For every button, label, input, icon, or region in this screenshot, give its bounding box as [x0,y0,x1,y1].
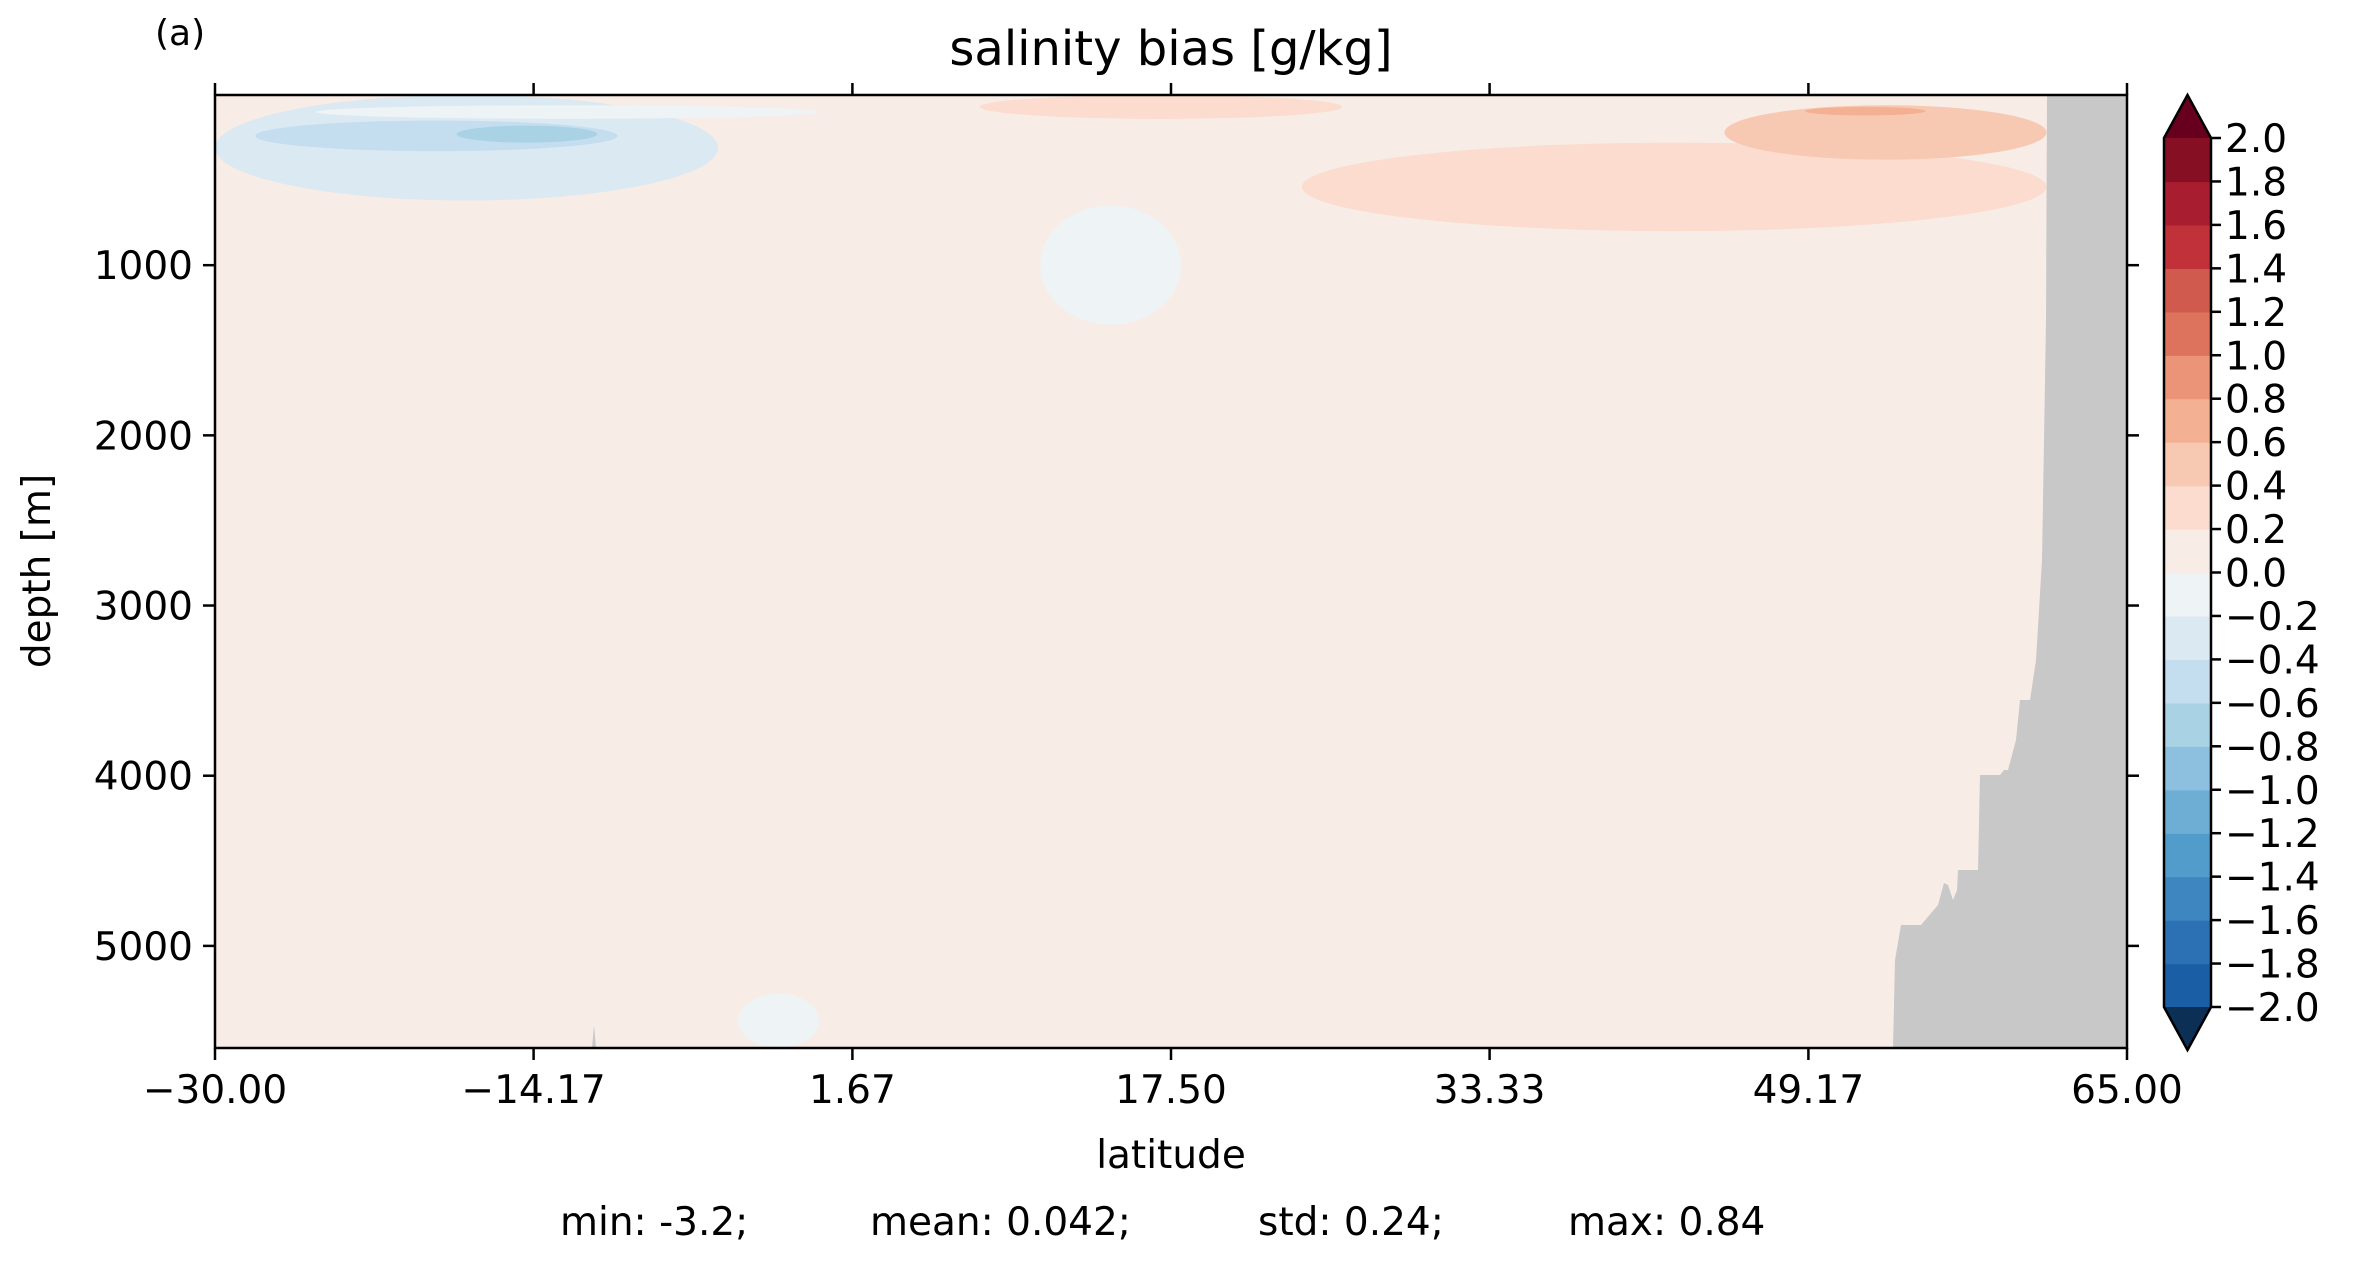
x-axis: −30.00 −14.17 1.67 17.50 33.33 49.17 65.00 [143,1048,2183,1113]
colorbar-swatch [2164,268,2211,313]
x-axis-label: latitude [1096,1133,1246,1178]
colorbar-tick-label: 1.6 [2225,204,2287,249]
colorbar-swatch [2164,615,2211,660]
colorbar-swatch [2164,398,2211,443]
x-axis-top-ticks [213,83,2129,95]
x-tick-label: 65.00 [2071,1068,2183,1113]
y-tick-label: 5000 [94,925,193,970]
land-mask [1893,95,2127,1048]
bias-region-6 [979,95,1343,119]
colorbar-swatch [2164,181,2211,226]
bias-contours [215,95,2047,1048]
bias-region-8 [1804,106,1926,116]
stat-std: std: 0.24; [1258,1200,1444,1245]
y-axis: 1000 2000 3000 4000 5000 [94,244,2139,970]
colorbar-swatch [2164,920,2211,965]
stat-min: min: -3.2; [560,1200,749,1245]
colorbar-tick-label: −0.8 [2225,725,2320,770]
y-tick-label: 1000 [94,244,193,289]
stat-max: max: 0.84 [1568,1200,1766,1245]
x-tick-label: 49.17 [1753,1068,1865,1113]
colorbar-tick-label: −1.0 [2225,769,2320,814]
y-tick-label: 4000 [94,755,193,800]
colorbar-swatch [2164,789,2211,834]
colorbar-tick-label: −0.2 [2225,595,2320,640]
bias-region-7 [1724,105,2047,160]
x-tick-label: 17.50 [1115,1068,1227,1113]
colorbar-swatch [2164,963,2211,1008]
colorbar-extend-max [2164,95,2211,138]
x-tick-label: 33.33 [1434,1068,1546,1113]
colorbar-tick-label: 0.6 [2225,421,2287,466]
bias-region-5 [1301,142,2047,232]
colorbar-tick-label: 1.0 [2225,334,2287,379]
colorbar-tick-label: 0.8 [2225,378,2287,423]
colorbar-tick-label: −0.4 [2225,638,2320,683]
colorbar-tick-label: −1.2 [2225,812,2320,857]
colorbar-swatch [2164,833,2211,878]
colorbar-swatch [2164,355,2211,400]
colorbar-swatch [2164,224,2211,269]
colorbar-swatch [2164,138,2211,183]
colorbar-swatch [2164,702,2211,747]
y-axis-label: depth [m] [15,474,60,668]
bias-region-9 [738,993,819,1048]
colorbar-tick-label: −1.4 [2225,856,2320,901]
colorbar-tick-label: −2.0 [2225,986,2320,1031]
colorbar-tick-label: 1.4 [2225,247,2287,292]
colorbar-tick-label: −0.6 [2225,682,2320,727]
colorbar-tick-label: −1.8 [2225,943,2320,988]
colorbar-tick-label: −1.6 [2225,899,2320,944]
colorbar-swatch [2164,485,2211,530]
colorbar-swatch [2164,876,2211,921]
colorbar-tick-label: 0.4 [2225,465,2287,510]
colorbar-swatch [2164,311,2211,356]
colorbar-tick-label: 2.0 [2225,117,2287,162]
chart-title: salinity bias [g/kg] [949,21,1392,77]
colorbar-tick-label: 0.0 [2225,552,2287,597]
bias-region-2 [456,125,598,143]
colorbar-tick-label: 0.2 [2225,508,2287,553]
colorbar-swatch [2164,746,2211,791]
bottom-ridge [592,1025,596,1048]
statistics-line: min: -3.2; mean: 0.042; std: 0.24; max: … [0,1200,2362,1260]
colorbar-swatch [2164,529,2211,574]
plot-area [213,93,2129,1050]
x-tick-label: 1.67 [809,1068,896,1113]
x-tick-label: −14.17 [461,1068,605,1113]
colorbar-extend-min [2164,1007,2211,1050]
colorbar-swatch [2164,442,2211,487]
stat-mean: mean: 0.042; [870,1200,1131,1245]
colorbar-swatch [2164,572,2211,617]
colorbar-swatch [2164,659,2211,704]
y-tick-label: 2000 [94,414,193,459]
bias-region-4 [1040,205,1182,325]
colorbar-tick-label: 1.8 [2225,160,2287,205]
panel-label: (a) [155,13,205,54]
x-tick-label: −30.00 [143,1068,287,1113]
colorbar-tick-label: 1.2 [2225,291,2287,336]
y-tick-label: 3000 [94,585,193,630]
colorbar: −2.0−1.8−1.6−1.4−1.2−1.0−0.8−0.6−0.4−0.2… [2162,92,2320,1053]
bias-region-3 [315,105,819,119]
